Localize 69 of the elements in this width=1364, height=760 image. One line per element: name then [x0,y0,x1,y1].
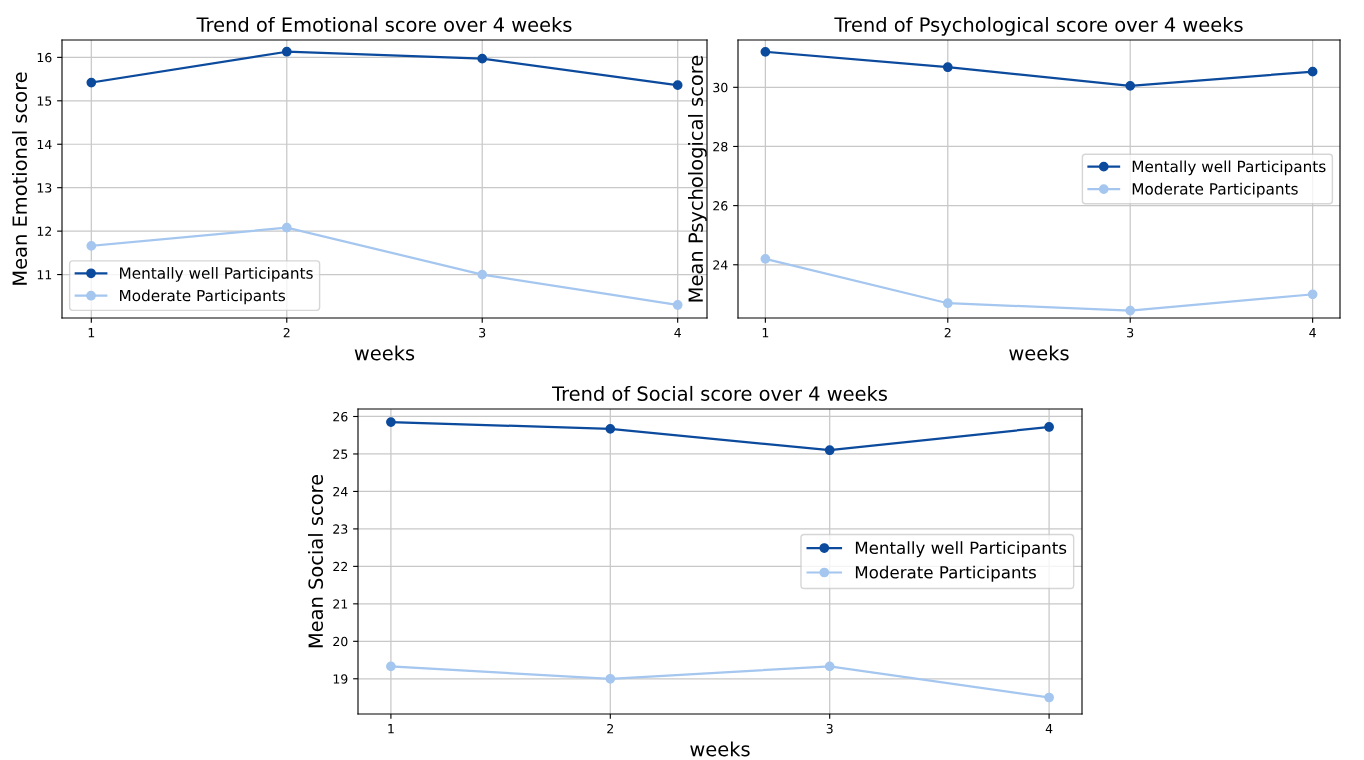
point [605,673,616,684]
point [942,62,953,73]
point [942,298,953,309]
y-tick-label: 25 [333,449,348,459]
point [386,661,396,672]
chart-title: Trend of Emotional score over 4 weeks [196,16,572,32]
legend-label: Moderate Participants [120,289,286,305]
y-tick-label: 24 [713,260,728,270]
y-tick-label: 12 [37,226,52,236]
point [386,417,396,427]
legend-label: Mentally well Participants [1132,160,1326,176]
y-tick-label: 22 [333,561,348,572]
point [281,222,292,233]
y-axis-title: Mean Emotional score [12,72,28,285]
point [1125,305,1136,316]
point [672,80,683,91]
y-tick-label: 15 [37,96,52,106]
x-axis-title: weeks [690,741,750,757]
y-tick-label: 26 [713,201,728,211]
y-tick-label: 24 [333,486,348,497]
y-axis-title: Mean Social score [308,474,324,648]
x-tick-label: 3 [479,327,486,338]
x-tick-label: 4 [1045,724,1053,734]
y-tick-label: 23 [333,524,348,534]
point [1125,80,1136,91]
y-tick-label: 13 [37,183,52,193]
point [86,241,97,251]
x-tick-label: 2 [607,723,614,734]
x-tick-label: 1 [762,328,769,338]
y-tick-label: 19 [333,674,348,684]
y-axis-title: Mean Psychological score [688,55,707,302]
point [86,77,97,88]
point [1307,66,1318,77]
point [605,423,616,434]
x-axis-title: weeks [1009,345,1069,361]
point [824,445,835,456]
point [477,53,488,64]
y-tick-label: 21 [333,599,348,609]
x-tick-label: 3 [826,723,833,734]
x-axis-title: weeks [354,345,415,361]
point [760,253,771,264]
chart-title: Trend of Social score over 4 weeks [552,385,887,401]
x-tick-label: 4 [674,328,681,338]
point [477,269,488,280]
y-tick-label: 28 [713,141,728,152]
x-tick-label: 4 [1309,328,1316,338]
x-tick-label: 1 [388,724,394,734]
legend-label: Mentally well Participants [855,541,1067,558]
x-tick-label: 2 [944,327,951,338]
point [281,46,292,57]
y-tick-label: 30 [713,82,728,93]
x-tick-label: 3 [1127,327,1134,338]
point [1044,692,1054,703]
point [672,300,683,310]
legend-label: Moderate Participants [1132,182,1298,198]
point [760,46,771,57]
y-tick-label: 16 [37,52,52,63]
point [1044,422,1054,432]
legend-label: Mentally well Participants [120,267,313,282]
y-tick-label: 14 [37,139,52,149]
point [824,661,835,672]
point [1307,289,1318,300]
chart-title: Trend of Psychological score over 4 weeks [834,16,1243,36]
x-tick-label: 2 [283,327,290,338]
y-tick-label: 20 [333,636,348,647]
y-tick-label: 26 [333,411,348,422]
x-tick-label: 1 [88,328,95,338]
y-tick-label: 11 [37,270,52,280]
legend-label: Moderate Participants [855,565,1036,582]
